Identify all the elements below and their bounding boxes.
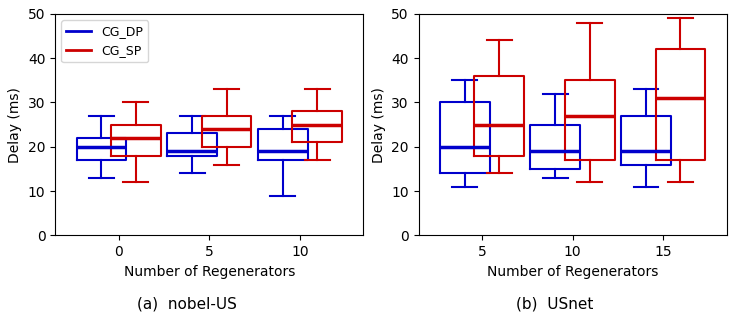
Legend: CG_DP, CG_SP: CG_DP, CG_SP (62, 20, 148, 62)
Y-axis label: Delay (ms): Delay (ms) (8, 87, 22, 163)
X-axis label: Number of Regenerators: Number of Regenerators (487, 265, 659, 279)
Y-axis label: Delay (ms): Delay (ms) (372, 87, 386, 163)
Text: (b)  USnet: (b) USnet (516, 297, 594, 312)
Text: (a)  nobel-US: (a) nobel-US (137, 297, 237, 312)
X-axis label: Number of Regenerators: Number of Regenerators (123, 265, 295, 279)
